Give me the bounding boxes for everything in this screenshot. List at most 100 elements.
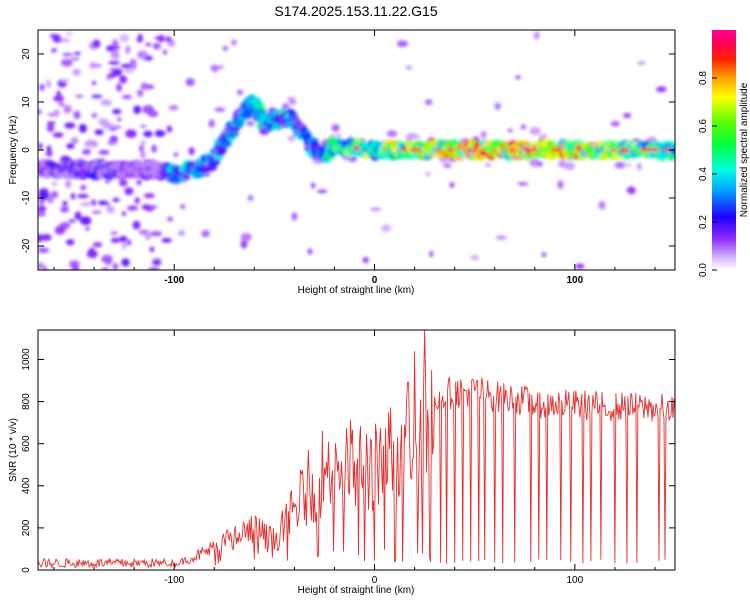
heatmap-noise-cell bbox=[231, 39, 237, 46]
heatmap-noise-cell bbox=[121, 211, 127, 217]
heatmap-noise-cell bbox=[82, 149, 91, 155]
snr-panel: -100 0 100 0 200 400 600 800 1000 Height of str… bbox=[8, 329, 676, 596]
heatmap-noise-cell bbox=[104, 180, 111, 184]
heatmap-noise-cell bbox=[143, 130, 153, 138]
heatmap-noise-cell bbox=[317, 189, 328, 194]
heatmap-noise-cell bbox=[49, 34, 61, 38]
heatmap-noise-cell bbox=[123, 68, 134, 74]
heatmap-noise-cell bbox=[140, 124, 147, 128]
heatmap-noise-cell bbox=[222, 45, 229, 52]
heatmap-noise-cell bbox=[529, 126, 541, 136]
y-tick-label: 20 bbox=[21, 48, 32, 60]
heatmap-noise-cell bbox=[144, 231, 152, 241]
heatmap-noise-cell bbox=[162, 49, 168, 55]
heatmap-noise-cell bbox=[147, 110, 159, 118]
heatmap-noise-cell bbox=[91, 210, 102, 214]
heatmap-noise-cell bbox=[150, 231, 163, 237]
heatmap-noise-cell bbox=[240, 232, 252, 242]
heatmap-noise-cell bbox=[636, 163, 642, 171]
heatmap-noise-cell bbox=[106, 205, 115, 214]
heatmap-noise-cell bbox=[247, 195, 254, 202]
heatmap-noise-cell bbox=[173, 152, 179, 157]
heatmap-noise-cell bbox=[113, 125, 122, 130]
heatmap-noise-cell bbox=[118, 179, 128, 187]
heatmap-noise-cell bbox=[134, 197, 140, 205]
heatmap-noise-cell bbox=[520, 124, 526, 130]
heatmap-noise-cell bbox=[188, 147, 195, 156]
heatmap-noise-cell bbox=[74, 211, 82, 221]
snr-y-axis: 0 200 400 600 800 1000 bbox=[21, 348, 675, 573]
heatmap-noise-cell bbox=[575, 263, 585, 270]
heatmap-noise-cell bbox=[38, 233, 44, 243]
colorbar: 0.0 0.2 0.4 0.6 0.8 Normalized spectral ampl… bbox=[698, 30, 750, 277]
heatmap-noise-cell bbox=[97, 200, 109, 206]
heatmap-noise-cell bbox=[106, 76, 111, 81]
heatmap-noise-cell bbox=[38, 142, 43, 150]
heatmap-y-axis: -20 -10 0 10 20 bbox=[21, 48, 675, 253]
snr-frame bbox=[37, 329, 676, 571]
heatmap-noise-cell bbox=[495, 235, 507, 240]
heatmap-noise-cell bbox=[59, 38, 71, 42]
heatmap-noise-cell bbox=[112, 197, 120, 202]
heatmap-noise-cell bbox=[129, 58, 137, 67]
heatmap-noise-cell bbox=[136, 179, 142, 186]
heatmap-noise-cell bbox=[46, 121, 56, 125]
heatmap-noise-cell bbox=[429, 250, 434, 258]
heatmap-noise-cell bbox=[541, 252, 547, 257]
heatmap-x-axis: -100 0 100 bbox=[53, 30, 656, 286]
heatmap-noise-cell bbox=[396, 40, 409, 48]
heatmap-noise-cell bbox=[406, 133, 413, 143]
heatmap-noise-cell bbox=[151, 144, 157, 153]
y-tick-label: 10 bbox=[21, 96, 32, 108]
heatmap-noise-cell bbox=[470, 254, 479, 261]
colorbar-tick-label: 0.0 bbox=[698, 263, 709, 277]
heatmap-noise-cell bbox=[78, 123, 88, 133]
heatmap-noise-cell bbox=[287, 135, 296, 142]
heatmap-noise-cell bbox=[50, 192, 59, 198]
heatmap-noise-cell bbox=[121, 241, 127, 250]
heatmap-noise-cell bbox=[240, 239, 248, 249]
heatmap-noise-cell bbox=[92, 39, 101, 49]
heatmap-noise-cell bbox=[58, 102, 65, 107]
heatmap-noise-cell bbox=[148, 267, 160, 270]
heatmap-noise-cell bbox=[60, 206, 70, 213]
heatmap-noise-cell bbox=[45, 150, 53, 157]
heatmap-noise-cell bbox=[132, 220, 141, 230]
heatmap-noise-cell bbox=[101, 254, 113, 264]
heatmap-x-label: Height of straight line (km) bbox=[298, 285, 415, 296]
heatmap-noise-cell bbox=[424, 99, 433, 106]
heatmap-noise-cell bbox=[70, 57, 80, 61]
heatmap-noise-cell bbox=[38, 205, 47, 213]
colorbar-tick-label: 0.4 bbox=[698, 167, 709, 181]
heatmap-noise-cell bbox=[152, 259, 162, 266]
heatmap-noise-cell bbox=[91, 81, 97, 85]
heatmap-noise-cell bbox=[637, 61, 646, 65]
heatmap-noise-cell bbox=[91, 199, 96, 206]
x-tick-label: -100 bbox=[164, 275, 184, 286]
heatmap-noise-cell bbox=[51, 48, 57, 53]
heatmap-noise-cell bbox=[38, 262, 44, 270]
snr-x-label: Height of straight line (km) bbox=[298, 585, 415, 596]
heatmap-noise-cell bbox=[60, 78, 70, 83]
y-tick-label: -20 bbox=[21, 238, 32, 253]
heatmap-noise-cell bbox=[443, 163, 451, 168]
heatmap-noise-cell bbox=[112, 108, 122, 115]
heatmap-noise-cell bbox=[156, 130, 166, 137]
heatmap-noise-cell bbox=[110, 237, 121, 243]
heatmap-noise-cell bbox=[610, 121, 620, 127]
heatmap-noise-cell bbox=[494, 102, 501, 111]
heatmap-noise-cell bbox=[107, 140, 118, 146]
heatmap-noise-cell bbox=[98, 150, 110, 155]
heatmap-noise-cell bbox=[168, 105, 179, 111]
heatmap-noise-cell bbox=[515, 75, 521, 80]
heatmap-noise-cell bbox=[119, 34, 130, 43]
heatmap-noise-cell bbox=[53, 109, 60, 118]
heatmap-noise-cell bbox=[141, 204, 151, 210]
heatmap-noise-cell bbox=[157, 34, 166, 43]
heatmap-noise-cell bbox=[211, 64, 218, 73]
heatmap-noise-cell bbox=[369, 207, 382, 211]
heatmap-noise-cell bbox=[140, 82, 149, 90]
y-tick-label: 400 bbox=[21, 477, 32, 494]
heatmap-noise-cell bbox=[517, 182, 529, 186]
